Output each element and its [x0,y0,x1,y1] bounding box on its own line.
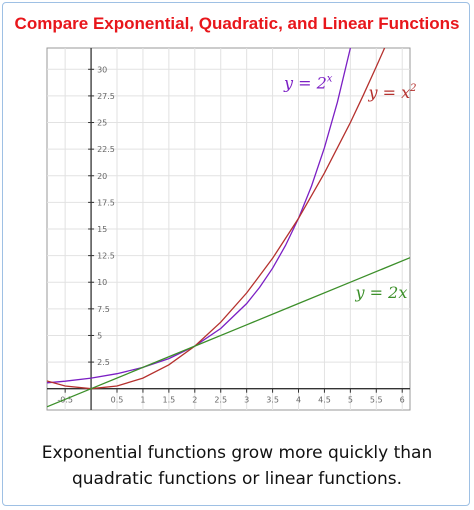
x-tick-label-8: 4 [296,396,301,405]
caption-line-1: Exponential functions grow more quickly … [41,443,433,463]
x-tick-label-7: 3.5 [266,396,279,405]
x-tick-label-4: 2 [192,396,197,405]
chart-title: Compare Exponential, Quadratic, and Line… [14,14,460,33]
y-tick-label-3: 10 [97,278,107,287]
y-tick-label-0: 2.5 [97,358,110,367]
x-tick-label-3: 1.5 [162,396,175,405]
x-tick-label-5: 2.5 [214,396,227,405]
series-label-linear: y = 2x [355,283,408,302]
y-tick-label-1: 5 [97,331,102,340]
tick-labels: -0.5 0.5 1 1.5 2 2.5 3 3.5 4 4.5 5 5.5 62.557.51012.… [57,65,404,404]
series-labels: y = 2x y = x2 y = 2x [283,73,417,302]
chart: -0.5 0.5 1 1.5 2 2.5 3 3.5 4 4.5 5 5.5 62.557.51012.… [46,47,417,411]
x-tick-label-9: 4.5 [318,396,331,405]
x-tick-label-6: 3 [244,396,249,405]
caption-line-2: quadratic functions or linear functions. [71,469,402,489]
x-tick-label-2: 1 [140,396,145,405]
y-tick-label-2: 7.5 [97,305,110,314]
series-curves [47,48,410,408]
y-tick-label-9: 25 [97,119,107,128]
caption: Exponential functions grow more quickly … [0,440,474,492]
x-tick-label-11: 5.5 [370,396,383,405]
series-line-linear [47,257,410,408]
series-label-quadratic: y = x2 [368,83,417,102]
y-tick-label-5: 15 [97,225,107,234]
y-tick-label-6: 17.5 [97,198,115,207]
x-tick-label-12: 6 [400,396,405,405]
y-tick-label-7: 20 [97,172,107,181]
grid [47,48,410,410]
y-tick-label-11: 30 [97,65,107,74]
x-tick-label-1: 0.5 [111,396,124,405]
x-tick-label-10: 5 [348,396,353,405]
series-label-exponential: y = 2x [283,73,333,92]
y-tick-label-8: 22.5 [97,145,115,154]
y-tick-label-4: 12.5 [97,252,115,261]
axes [47,48,410,410]
series-line-quadratic [47,48,386,390]
y-tick-label-10: 27.5 [97,92,115,101]
series-line-exponential [47,48,352,384]
x-tick-label-0: -0.5 [57,396,73,405]
